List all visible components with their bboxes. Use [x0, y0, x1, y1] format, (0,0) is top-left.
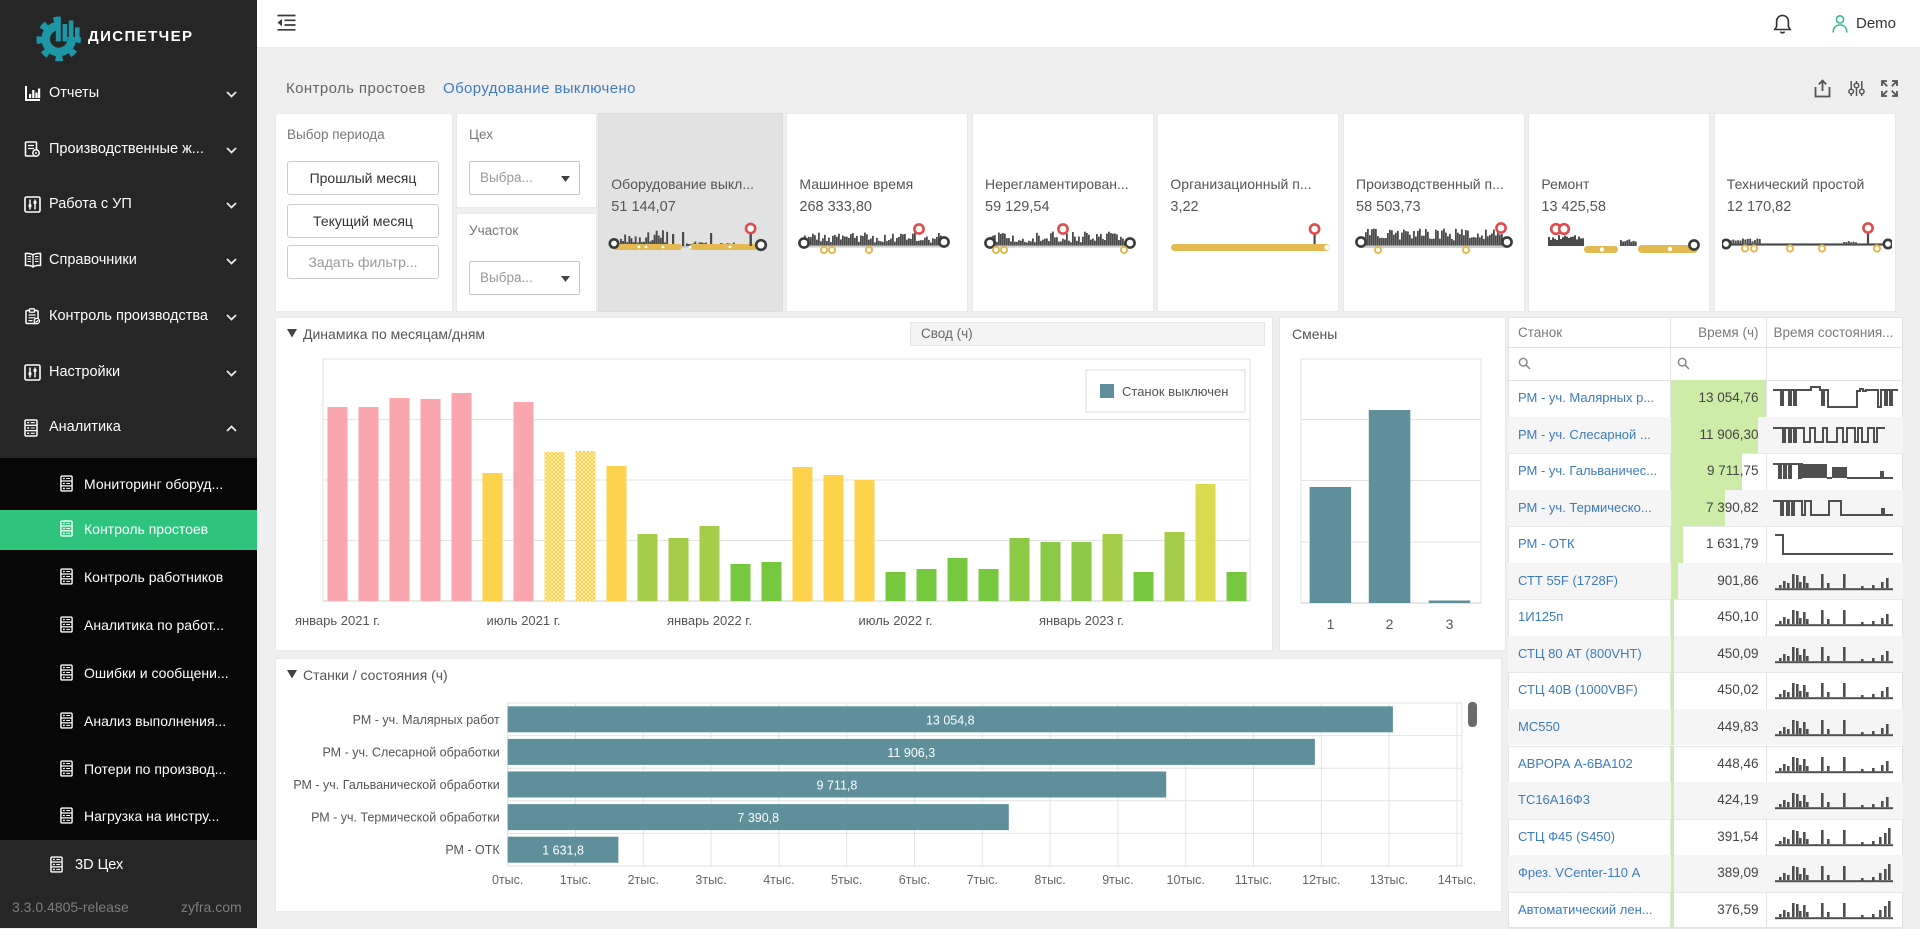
svg-text:0тыс.: 0тыс. — [492, 873, 523, 887]
svg-text:6тыс.: 6тыс. — [899, 873, 930, 887]
svg-text:июль 2021 г.: июль 2021 г. — [487, 613, 561, 628]
svg-text:12тыс.: 12тыс. — [1302, 873, 1340, 887]
svg-text:июль 2022 г.: июль 2022 г. — [859, 613, 933, 628]
svg-text:РМ - ОТК: РМ - ОТК — [445, 843, 500, 857]
svg-text:10тыс.: 10тыс. — [1167, 873, 1205, 887]
svg-text:2: 2 — [1386, 616, 1394, 632]
svg-text:РМ - уч. Термической обработки: РМ - уч. Термической обработки — [311, 811, 500, 825]
svg-text:3: 3 — [1446, 616, 1454, 632]
svg-text:9тыс.: 9тыс. — [1102, 873, 1133, 887]
svg-text:январь 2022 г.: январь 2022 г. — [667, 613, 752, 628]
svg-text:13 054,8: 13 054,8 — [926, 713, 975, 727]
svg-text:3тыс.: 3тыс. — [695, 873, 726, 887]
svg-text:7тыс.: 7тыс. — [967, 873, 998, 887]
svg-text:2тыс.: 2тыс. — [628, 873, 659, 887]
svg-text:1тыс.: 1тыс. — [560, 873, 591, 887]
svg-text:11 906,3: 11 906,3 — [887, 746, 935, 760]
svg-text:1: 1 — [1327, 616, 1335, 632]
svg-text:7 390,8: 7 390,8 — [737, 811, 779, 825]
svg-text:13тыс.: 13тыс. — [1370, 873, 1408, 887]
svg-text:5тыс.: 5тыс. — [831, 873, 862, 887]
svg-text:РМ - уч. Гальванической обрабо: РМ - уч. Гальванической обработки — [293, 778, 499, 792]
svg-text:РМ - уч. Слесарной обработки: РМ - уч. Слесарной обработки — [322, 745, 499, 759]
svg-text:9 711,8: 9 711,8 — [817, 779, 858, 793]
svg-text:РМ - уч. Малярных работ: РМ - уч. Малярных работ — [353, 713, 500, 727]
svg-text:4тыс.: 4тыс. — [763, 873, 794, 887]
svg-text:Станок выключен: Станок выключен — [1122, 384, 1228, 399]
svg-text:14тыс.: 14тыс. — [1438, 873, 1476, 887]
svg-text:январь 2021 г.: январь 2021 г. — [295, 613, 380, 628]
svg-text:1 631,8: 1 631,8 — [542, 844, 584, 858]
svg-text:11тыс.: 11тыс. — [1235, 873, 1272, 887]
svg-text:8тыс.: 8тыс. — [1034, 873, 1065, 887]
svg-text:январь 2023 г.: январь 2023 г. — [1039, 613, 1124, 628]
